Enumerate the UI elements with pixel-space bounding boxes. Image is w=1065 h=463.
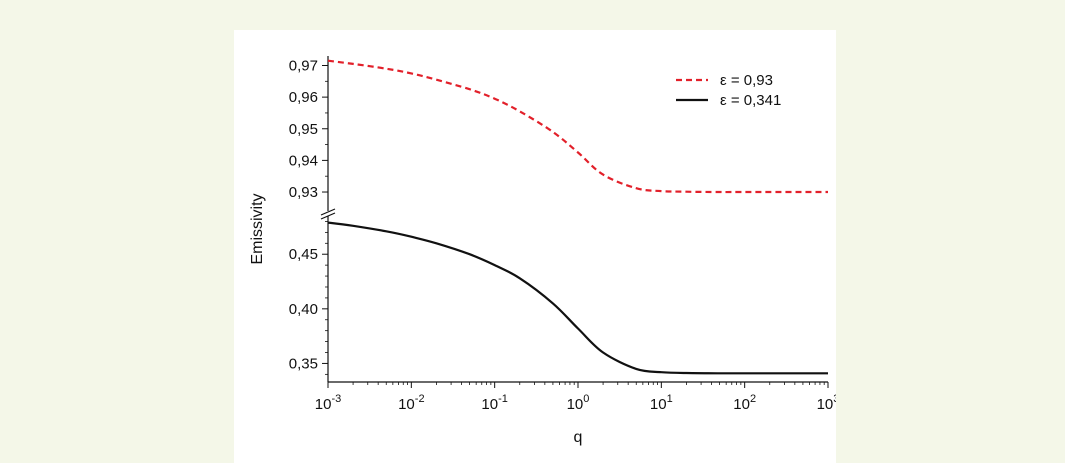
y-lower-tick-label: 0,35	[289, 355, 318, 372]
x-tick-label: 101	[650, 393, 673, 413]
legend-label-1: ε = 0,93	[720, 72, 773, 89]
chart-panel: 10-3 10-2 10-1 100 101 102 103 0,93 0,94 0,95 0,96…	[234, 30, 836, 463]
axis-ticks: 10-3 10-2 10-1 100 101 102 103 0,93 0,94 0,95 0,96…	[289, 57, 836, 413]
y-upper-tick-label: 0,93	[289, 184, 318, 201]
x-tick-label: 102	[733, 393, 756, 413]
x-axis-title: q	[574, 429, 583, 446]
y-upper-tick-label: 0,96	[289, 89, 318, 106]
y-upper-tick-label: 0,97	[289, 57, 318, 74]
y-upper-tick-label: 0,95	[289, 121, 318, 138]
series-lines	[327, 59, 828, 375]
x-tick-label: 10-1	[481, 393, 507, 413]
y-upper-tick-label: 0,94	[289, 152, 318, 169]
series-line-2	[327, 221, 828, 375]
y-axis-title: Emissivity	[249, 193, 266, 264]
x-tick-label: 103	[817, 393, 836, 413]
y-lower-tick-label: 0,40	[289, 301, 318, 318]
x-tick-label: 100	[567, 393, 590, 413]
y-lower-tick-label: 0,45	[289, 246, 318, 263]
axis-break-mark	[320, 208, 336, 216]
legend: ε = 0,93 ε = 0,341	[676, 72, 781, 109]
x-tick-label: 10-2	[398, 393, 424, 413]
axis-break-mark	[320, 212, 336, 220]
x-tick-label: 10-3	[315, 393, 341, 413]
legend-label-2: ε = 0,341	[720, 92, 781, 109]
emissivity-chart: 10-3 10-2 10-1 100 101 102 103 0,93 0,94 0,95 0,96…	[249, 56, 836, 446]
